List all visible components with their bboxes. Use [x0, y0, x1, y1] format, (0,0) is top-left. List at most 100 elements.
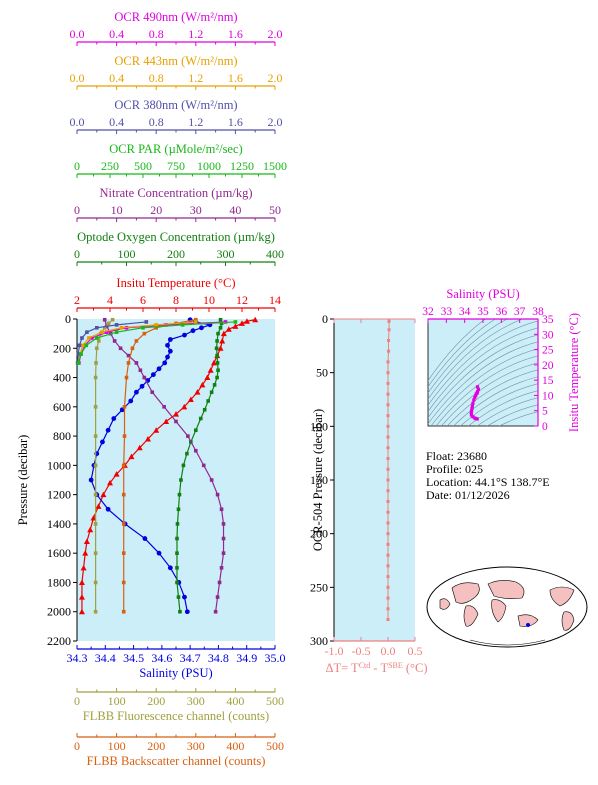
flbb-fluorescence-channel-point [93, 463, 98, 468]
insitu-temperature-point [239, 320, 245, 326]
salinity-point [105, 427, 111, 433]
optode-oxygen-concentration-point [202, 407, 207, 412]
dt-point [386, 575, 390, 579]
ts-point [470, 406, 474, 410]
isopycnal-line [428, 334, 538, 419]
flbb-fluorescence-channel-point [93, 405, 98, 409]
salinity-point [167, 565, 173, 571]
axsal-tick-label: 35.0 [265, 651, 286, 665]
pressure-tick-label: 1800 [47, 575, 71, 589]
salinity-point [182, 332, 187, 338]
isopycnal-line [428, 319, 524, 400]
axfl-tick-label: 400 [226, 694, 244, 708]
optode-oxygen-concentration-point [215, 375, 219, 380]
ocr-443nm-point [194, 320, 198, 324]
insitu-temperature-point [204, 374, 211, 381]
salinity-point [167, 337, 173, 342]
ax380-tick-label: 0.0 [70, 115, 85, 129]
optode-oxygen-concentration-point [175, 551, 179, 555]
dt-point [386, 489, 390, 493]
ts-y-tick-label: 20 [542, 360, 554, 372]
map-landmass [487, 580, 525, 599]
ax490-tick-label: 1.2 [188, 27, 203, 41]
dt-tick-label: -0.5 [352, 644, 371, 658]
ts-point [475, 417, 479, 421]
axtemp-label: Insitu Temperature (°C) [116, 276, 235, 290]
ax443-label: OCR 443nm (W/m²/nm) [114, 54, 237, 68]
map-landmass [463, 605, 479, 627]
salinity-point [156, 366, 162, 372]
nitrate-concentration-point [142, 375, 147, 380]
ts-y-tick-label: 25 [542, 345, 554, 357]
axbs-tick-label: 200 [147, 739, 165, 753]
dt-point [386, 381, 390, 385]
axbs-label: FLBB Backscatter channel (counts) [87, 754, 266, 768]
ts-point [471, 415, 475, 419]
salinity-point [128, 398, 134, 404]
ocr-380nm-point [76, 352, 80, 356]
salinity-point [165, 342, 170, 348]
ocr-380nm-point [77, 343, 82, 348]
axfl-tick-label: 100 [108, 694, 126, 708]
main-plot-area [77, 319, 275, 641]
ocr-443nm-point [154, 323, 158, 327]
flbb-fluorescence-channel-point [95, 346, 99, 351]
insitu-temperature-point [78, 579, 85, 585]
axsal-tick-label: 34.5 [123, 651, 144, 665]
ts-x-tick-label: 33 [441, 306, 453, 318]
axsal-tick-label: 34.8 [208, 651, 229, 665]
flbb-fluorescence-channel-point [106, 321, 111, 326]
optode-oxygen-concentration-point [215, 361, 220, 365]
pressure-tick-label: 1200 [47, 488, 71, 502]
axtemp-tick-label: 14 [269, 293, 281, 307]
ocr504-tick-label: 300 [310, 634, 328, 648]
dt-point [386, 532, 390, 536]
float-location-marker [526, 623, 530, 627]
pressure-tick-label: 2000 [47, 605, 71, 619]
ts-x-tick-label: 38 [532, 306, 544, 318]
pressure-tick-label: 1600 [47, 546, 71, 560]
ts-y-tick-label: 35 [542, 314, 554, 326]
salinity-point [134, 389, 139, 395]
ax443-tick-label: 1.6 [228, 71, 243, 85]
flbb-backscatter-channel-point [134, 339, 139, 343]
flbb-fluorescence-channel-point [110, 317, 115, 322]
optode-oxygen-concentration-point [178, 609, 182, 614]
axbs-tick-label: 400 [226, 739, 244, 753]
ax380-tick-label: 0.4 [109, 115, 124, 129]
insitu-temperature-point [107, 479, 113, 486]
axsal-tick-label: 34.3 [67, 651, 88, 665]
nitrate-concentration-point [213, 609, 218, 614]
ts-x-tick-label: 34 [459, 306, 471, 318]
dt-point [386, 392, 390, 396]
axpar-tick-label: 750 [167, 159, 185, 173]
dt-point [386, 446, 390, 450]
ts-y-tick-label: 15 [542, 375, 554, 387]
ax380-label: OCR 380nm (W/m²/nm) [114, 98, 237, 112]
axsal-tick-label: 34.7 [180, 651, 201, 665]
dt-point [386, 360, 390, 364]
dt-plot-area [334, 319, 415, 641]
isopycnal-line [428, 319, 496, 388]
nitrate-concentration-point [219, 507, 224, 512]
dt-tick-label: 0.0 [381, 644, 396, 658]
isopycnal-line [435, 355, 538, 426]
pressure-tick-label: 600 [53, 400, 71, 414]
optode-oxygen-concentration-point [185, 451, 189, 456]
flbb-backscatter-channel-point [154, 325, 158, 330]
main-series-group [75, 316, 259, 615]
insitu-temperature-point [173, 411, 179, 417]
ts-series-group [469, 385, 481, 421]
map-landmass [549, 586, 575, 607]
axpar-tick-label: 1500 [263, 159, 287, 173]
optode-oxygen-concentration-point [175, 536, 179, 541]
optode-oxygen-concentration-point [181, 463, 186, 468]
ocr-380nm-point [85, 330, 89, 334]
dt-point [387, 338, 391, 342]
axsal-tick-label: 34.9 [236, 651, 257, 665]
dt-series-group [386, 319, 391, 622]
ts-y-tick-label: 5 [542, 406, 548, 418]
ocr504-tick-label: 0 [322, 312, 328, 326]
insitu-temperature-point [232, 323, 239, 329]
flbb-fluorescence-channel-point [93, 551, 98, 555]
